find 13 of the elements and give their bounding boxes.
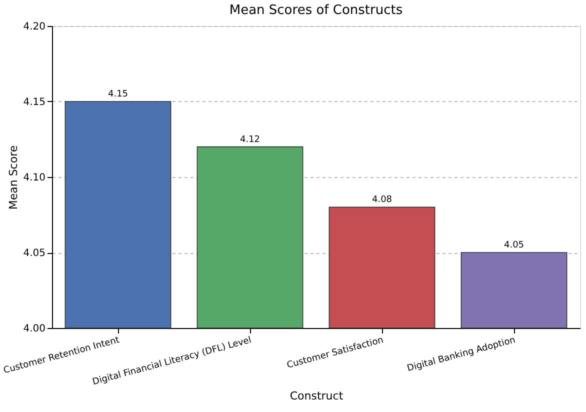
y-tick-label: 4.00 bbox=[23, 324, 46, 334]
chart-title: Mean Scores of Constructs bbox=[229, 3, 403, 18]
y-tick-label: 4.15 bbox=[23, 97, 46, 108]
data-label: 4.08 bbox=[372, 195, 392, 206]
y-axis-title: Mean Score bbox=[7, 145, 20, 210]
y-tick-label: 4.20 bbox=[23, 22, 46, 32]
x-tick-label: Digital Banking Adoption bbox=[406, 336, 517, 374]
y-tick-label: 4.10 bbox=[23, 172, 46, 184]
data-label: 4.12 bbox=[240, 134, 260, 145]
data-label: 4.05 bbox=[504, 240, 524, 250]
y-tick-label: 4.05 bbox=[23, 248, 46, 259]
x-axis-title: Construct bbox=[290, 390, 344, 403]
data-label: 4.15 bbox=[108, 90, 128, 100]
